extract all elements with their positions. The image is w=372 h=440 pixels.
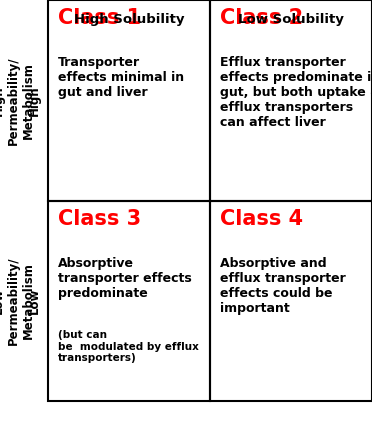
Text: Low: Low <box>28 288 41 314</box>
Text: High: High <box>28 85 41 116</box>
Text: Transporter
effects minimal in
gut and liver: Transporter effects minimal in gut and l… <box>58 56 184 99</box>
Text: Class 4: Class 4 <box>220 209 303 229</box>
Text: Class 2: Class 2 <box>220 8 303 28</box>
Text: High Solubility: High Solubility <box>74 13 185 26</box>
Text: Class 3: Class 3 <box>58 209 141 229</box>
Text: High
Permeability/
Metabolism: High Permeability/ Metabolism <box>0 56 35 145</box>
Text: Low
Permeability/
Metabolism: Low Permeability/ Metabolism <box>0 257 35 345</box>
Text: Class 1: Class 1 <box>58 8 141 28</box>
Text: Low Solubility: Low Solubility <box>238 13 344 26</box>
Text: Efflux transporter
effects predominate in
gut, but both uptake &
efflux transpor: Efflux transporter effects predominate i… <box>220 56 372 129</box>
Text: (but can
be  modulated by efflux
transporters): (but can be modulated by efflux transpor… <box>58 330 199 363</box>
Text: Absorptive and
efflux transporter
effects could be
important: Absorptive and efflux transporter effect… <box>220 257 346 315</box>
Text: Absorptive
transporter effects
predominate: Absorptive transporter effects predomina… <box>58 257 192 300</box>
